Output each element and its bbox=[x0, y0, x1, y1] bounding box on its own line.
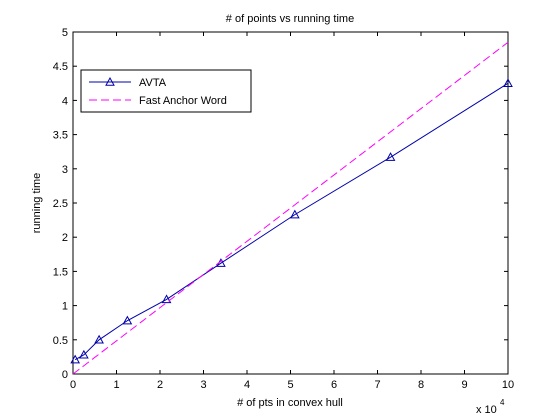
series-line-0 bbox=[74, 82, 509, 361]
data-point bbox=[503, 78, 513, 87]
x-tick-label: 10 bbox=[502, 379, 514, 391]
x-tick-label: 5 bbox=[287, 379, 293, 391]
legend-label-0: AVTA bbox=[139, 77, 167, 89]
data-point bbox=[385, 152, 396, 161]
y-tick-label: 2 bbox=[62, 232, 68, 244]
data-point bbox=[94, 334, 104, 344]
y-tick-label: 0 bbox=[62, 369, 68, 381]
legend-box bbox=[80, 69, 252, 113]
y-tick-label: 3.5 bbox=[53, 130, 68, 142]
x-tick-label: 3 bbox=[200, 379, 206, 391]
x-multiplier-exponent: 4 bbox=[500, 398, 505, 407]
legend-marker-0 bbox=[105, 76, 115, 86]
legend: AVTA Fast Anchor Word bbox=[80, 69, 252, 113]
y-axis-label: running time bbox=[31, 173, 43, 234]
data-point bbox=[122, 315, 133, 325]
y-tick-label: 1.5 bbox=[53, 266, 68, 278]
x-tick-label: 1 bbox=[113, 379, 119, 391]
y-tick-label: 2.5 bbox=[53, 198, 68, 210]
axis-ticks: 0 1 2 3 4 5 6 7 8 9 10 0 0.5 1 1.5 2 2.5 3 3.5 4 4.5 5 bbox=[53, 27, 514, 391]
series-line-1 bbox=[72, 41, 509, 375]
x-axis-label: # of pts in convex hull bbox=[237, 397, 343, 409]
y-tick-label: 4 bbox=[62, 95, 68, 107]
x-tick-label: 8 bbox=[418, 379, 424, 391]
chart-title: # of points vs running time bbox=[226, 13, 354, 25]
data-point bbox=[79, 349, 89, 359]
data-point bbox=[290, 209, 300, 219]
x-multiplier-base: x 10 bbox=[476, 404, 497, 416]
data-point bbox=[70, 354, 81, 364]
data-point bbox=[161, 294, 172, 304]
x-tick-label: 0 bbox=[70, 379, 76, 391]
y-tick-label: 4.5 bbox=[53, 61, 68, 73]
x-tick-label: 7 bbox=[374, 379, 380, 391]
y-tick-label: 5 bbox=[62, 27, 68, 39]
x-tick-label: 2 bbox=[157, 379, 163, 391]
y-tick-label: 1 bbox=[62, 301, 68, 313]
x-tick-label: 4 bbox=[244, 379, 250, 391]
y-tick-label: 0.5 bbox=[53, 335, 68, 347]
y-tick-label: 3 bbox=[62, 164, 68, 176]
series-layer bbox=[70, 41, 513, 375]
x-tick-label: 9 bbox=[461, 379, 467, 391]
x-axis-multiplier: x 10 4 bbox=[476, 398, 505, 416]
legend-label-1: Fast Anchor Word bbox=[139, 95, 227, 107]
x-tick-label: 6 bbox=[331, 379, 337, 391]
